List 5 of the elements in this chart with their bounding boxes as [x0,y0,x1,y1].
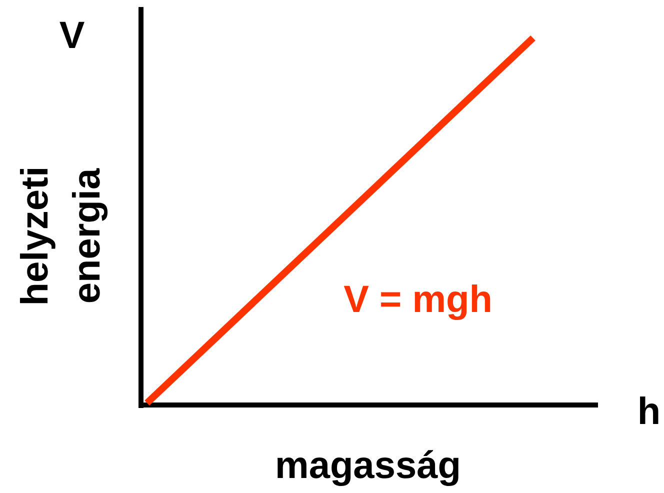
y-axis-title: helyzeti energia [14,166,108,306]
x-axis-title: magasság [275,445,461,487]
annotation: V = mgh [344,279,492,321]
annotation: V [59,15,86,57]
annotation: h [637,391,661,433]
